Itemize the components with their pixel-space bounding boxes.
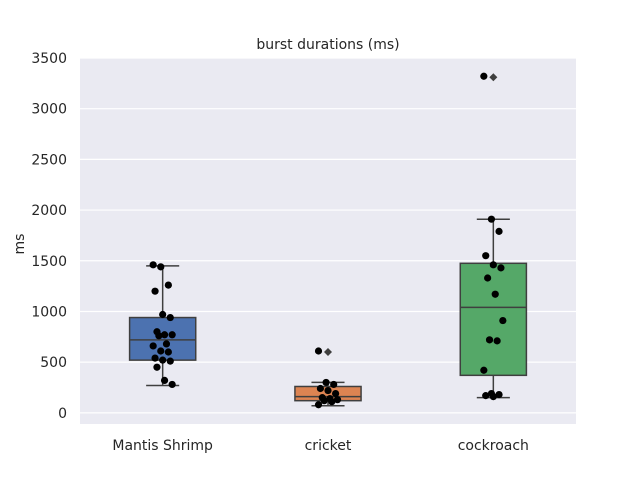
data-point <box>159 310 167 319</box>
data-point <box>497 264 505 272</box>
data-point <box>320 397 328 405</box>
box-cockroach <box>459 262 528 377</box>
data-point <box>330 380 338 389</box>
outlier-marker <box>324 348 332 357</box>
data-point <box>149 342 157 350</box>
x-tick-label: cricket <box>305 438 352 454</box>
data-point <box>484 274 492 282</box>
x-tick-label: cockroach <box>458 438 529 454</box>
data-point <box>482 252 490 260</box>
data-point <box>316 384 324 393</box>
outlier-marker <box>489 73 498 82</box>
chart-title: burst durations (ms) <box>256 37 399 53</box>
data-point <box>485 336 494 344</box>
data-point <box>159 356 167 364</box>
data-point <box>480 366 488 374</box>
data-point <box>166 313 174 322</box>
data-point <box>480 72 488 80</box>
data-point <box>149 261 157 269</box>
data-point <box>495 227 503 235</box>
data-point <box>322 378 330 387</box>
x-tick-label: Mantis Shrimp <box>112 438 213 454</box>
data-point <box>499 316 507 325</box>
y-tick-labels: 0 500 1000 1500 2000 2500 3000 3500 <box>31 51 67 422</box>
data-point <box>155 332 163 340</box>
data-point <box>168 380 176 389</box>
data-point <box>324 386 332 395</box>
data-point <box>166 357 174 365</box>
y-tick-label: 3000 <box>31 102 67 118</box>
data-point <box>489 393 497 401</box>
y-axis-label: ms <box>12 234 28 255</box>
y-tick-label: 3500 <box>31 51 67 67</box>
data-point <box>160 331 169 339</box>
data-point <box>157 263 165 271</box>
y-tick-label: 1500 <box>31 254 67 270</box>
data-point <box>160 376 169 385</box>
y-tick-label: 500 <box>40 355 67 371</box>
data-point <box>164 348 172 356</box>
y-tick-label: 1000 <box>31 304 67 320</box>
data-point <box>482 392 490 400</box>
data-point <box>157 347 165 355</box>
data-point <box>314 401 323 409</box>
y-tick-label: 2500 <box>31 152 67 168</box>
data-point <box>168 331 176 339</box>
data-point <box>491 290 499 298</box>
data-point <box>332 389 340 398</box>
data-point <box>493 337 501 345</box>
data-point <box>153 363 161 371</box>
data-point <box>328 398 336 406</box>
x-tick-labels: Mantis Shrimp cricket cockroach <box>112 438 529 454</box>
data-point <box>162 340 171 348</box>
data-points <box>149 72 507 409</box>
data-point <box>314 347 323 355</box>
data-point <box>151 287 159 295</box>
data-point <box>151 354 159 362</box>
data-point <box>164 281 172 289</box>
data-point <box>495 390 503 399</box>
data-point <box>333 396 342 404</box>
y-tick-label: 2000 <box>31 203 67 219</box>
data-point <box>487 215 496 223</box>
data-point <box>489 261 497 269</box>
y-tick-label: 0 <box>58 406 67 422</box>
